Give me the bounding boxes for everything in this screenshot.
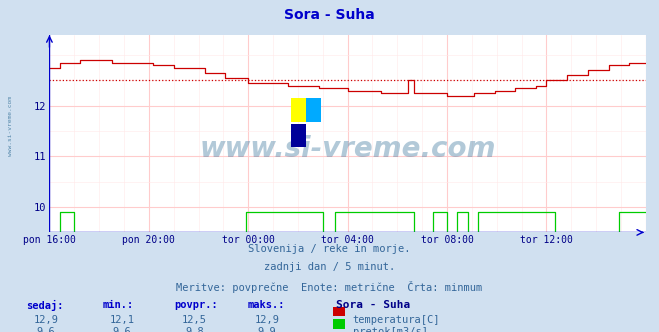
Text: temperatura[C]: temperatura[C] — [353, 315, 440, 325]
Text: sedaj:: sedaj: — [26, 300, 64, 311]
Text: Sora - Suha: Sora - Suha — [284, 8, 375, 22]
Text: Meritve: povprečne  Enote: metrične  Črta: minmum: Meritve: povprečne Enote: metrične Črta:… — [177, 281, 482, 292]
Text: 12,5: 12,5 — [182, 315, 207, 325]
FancyBboxPatch shape — [291, 124, 306, 147]
Text: zadnji dan / 5 minut.: zadnji dan / 5 minut. — [264, 262, 395, 272]
Text: 9,6: 9,6 — [113, 327, 131, 332]
Text: 9,6: 9,6 — [37, 327, 55, 332]
Text: pretok[m3/s]: pretok[m3/s] — [353, 327, 428, 332]
Text: 12,9: 12,9 — [254, 315, 279, 325]
Text: 9,8: 9,8 — [185, 327, 204, 332]
Text: maks.:: maks.: — [247, 300, 285, 310]
Text: povpr.:: povpr.: — [175, 300, 218, 310]
Text: www.si-vreme.com: www.si-vreme.com — [200, 135, 496, 163]
Text: www.si-vreme.com: www.si-vreme.com — [8, 96, 13, 156]
Text: Slovenija / reke in morje.: Slovenija / reke in morje. — [248, 244, 411, 254]
Text: 9,9: 9,9 — [258, 327, 276, 332]
FancyBboxPatch shape — [306, 98, 321, 122]
Text: 12,9: 12,9 — [34, 315, 59, 325]
Text: Sora - Suha: Sora - Suha — [336, 300, 411, 310]
Text: 12,1: 12,1 — [109, 315, 134, 325]
FancyBboxPatch shape — [291, 98, 306, 122]
Text: min.:: min.: — [102, 300, 133, 310]
